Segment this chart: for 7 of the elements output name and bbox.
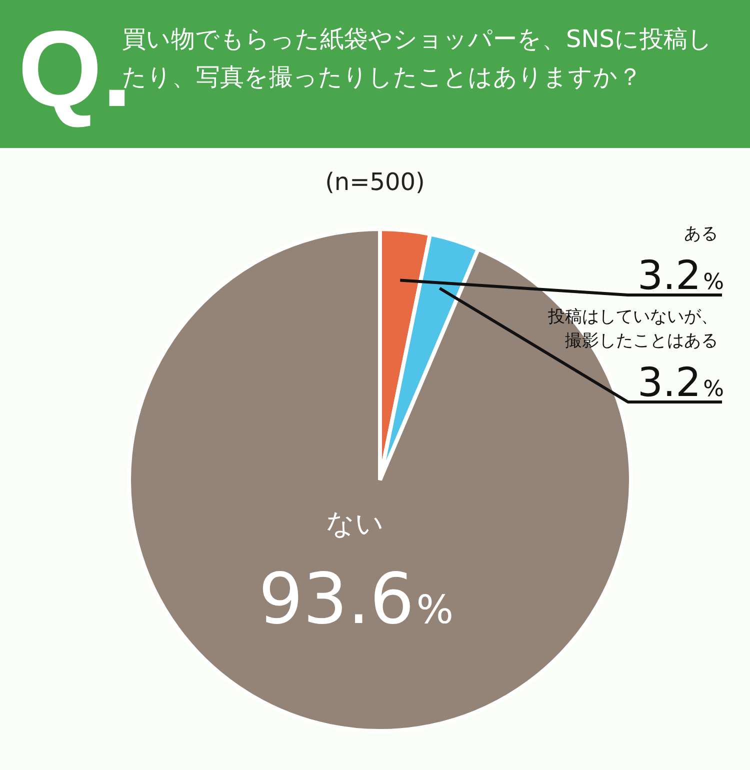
- slice-label: ない: [326, 506, 384, 540]
- slice-label: 投稿はしていないが、撮影したことはある: [547, 307, 718, 351]
- data-label: 3.2%: [637, 253, 724, 299]
- chart-subtitle: (n=500): [324, 168, 426, 196]
- data-label: 93.6%: [258, 558, 454, 640]
- slice-label: ある: [684, 224, 718, 244]
- data-label: 3.2%: [637, 360, 724, 406]
